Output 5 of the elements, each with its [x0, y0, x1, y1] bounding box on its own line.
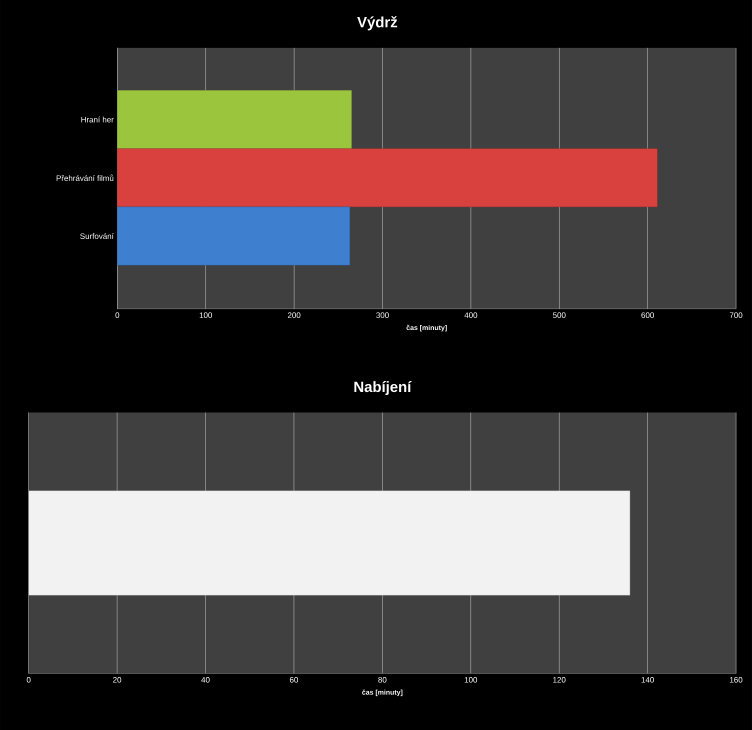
bar [117, 90, 352, 149]
chart-title: Nabíjení [354, 380, 412, 395]
chart-title: Výdrž [357, 16, 398, 30]
bar [117, 206, 350, 266]
bar [117, 148, 658, 207]
